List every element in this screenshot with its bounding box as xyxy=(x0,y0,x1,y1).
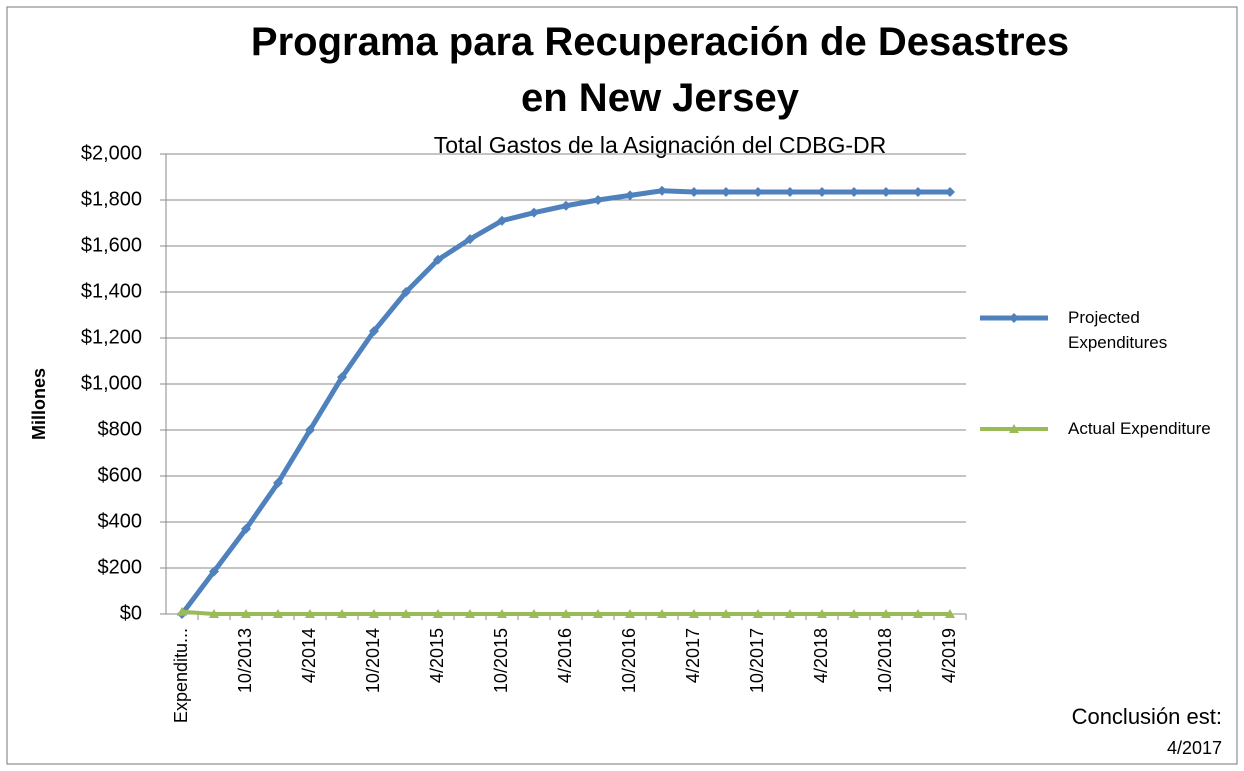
marker xyxy=(817,186,827,197)
legend-marker xyxy=(1009,424,1019,433)
marker xyxy=(721,609,731,618)
y-tick-label: $1,200 xyxy=(81,326,142,348)
frame xyxy=(6,6,1238,765)
marker xyxy=(753,609,763,618)
marker xyxy=(529,609,539,618)
marker xyxy=(657,185,667,196)
x-tick-label: 4/2018 xyxy=(811,628,831,683)
marker xyxy=(849,186,859,197)
x-tick-label: Expenditu... xyxy=(171,628,191,723)
marker xyxy=(337,372,347,383)
x-tick-label: 10/2016 xyxy=(619,628,639,693)
marker xyxy=(849,609,859,618)
y-tick-label: $1,600 xyxy=(81,234,142,256)
marker xyxy=(913,609,923,618)
x-tick-label: 10/2013 xyxy=(235,628,255,693)
marker xyxy=(689,609,699,618)
y-axis-label: Millones xyxy=(29,368,49,440)
y-tick-label: $1,800 xyxy=(81,188,142,210)
marker xyxy=(561,200,571,211)
x-tick-label: 10/2017 xyxy=(747,628,767,693)
marker xyxy=(721,186,731,197)
x-tick-label: 10/2015 xyxy=(491,628,511,693)
marker xyxy=(753,186,763,197)
x-tick-label: 4/2016 xyxy=(555,628,575,683)
y-tick-label: $1,000 xyxy=(81,372,142,394)
y-tick-label: $200 xyxy=(98,556,143,578)
marker xyxy=(625,190,635,201)
marker xyxy=(913,186,923,197)
marker xyxy=(241,609,251,618)
marker xyxy=(817,609,827,618)
y-tick-label: $1,400 xyxy=(81,280,142,302)
y-tick-label: $0 xyxy=(120,602,142,624)
annotation: 4/2017 xyxy=(1167,738,1222,758)
marker xyxy=(465,234,475,245)
x-tick-label: 4/2015 xyxy=(427,628,447,683)
y-tick-label: $2,000 xyxy=(81,142,142,164)
marker xyxy=(945,609,955,618)
marker xyxy=(561,609,571,618)
marker xyxy=(177,606,187,616)
marker xyxy=(881,186,891,197)
marker xyxy=(209,566,219,577)
marker xyxy=(369,326,379,337)
x-tick-label: 4/2017 xyxy=(683,628,703,683)
marker xyxy=(785,609,795,618)
marker xyxy=(593,609,603,618)
marker xyxy=(657,609,667,618)
marker xyxy=(401,609,411,618)
marker xyxy=(625,609,635,618)
x-tick-label: 4/2019 xyxy=(939,628,959,683)
marker xyxy=(689,186,699,197)
marker xyxy=(337,609,347,618)
marker xyxy=(273,609,283,618)
legend-label: Projected Expenditures xyxy=(1068,308,1168,352)
chart-title: Programa para Recuperación de Desastres … xyxy=(250,20,1070,120)
marker xyxy=(369,609,379,618)
legend-label: Actual Expenditure xyxy=(1068,419,1211,438)
x-tick-label: 4/2014 xyxy=(299,628,319,683)
marker xyxy=(433,254,443,265)
marker xyxy=(209,609,219,618)
line xyxy=(180,188,950,616)
marker xyxy=(273,477,283,488)
y-tick-label: $800 xyxy=(98,418,143,440)
x-tick-label: 10/2018 xyxy=(875,628,895,693)
marker xyxy=(401,287,411,297)
marker xyxy=(529,207,539,218)
y-tick-label: $400 xyxy=(98,510,143,532)
x-tick-label: 10/2014 xyxy=(363,628,383,693)
annotation: Conclusión est: xyxy=(1072,704,1222,729)
marker xyxy=(465,609,475,618)
marker xyxy=(241,523,251,534)
marker xyxy=(305,609,315,618)
legend-marker xyxy=(1009,313,1019,323)
marker xyxy=(945,186,955,197)
y-tick-label: $600 xyxy=(98,464,143,486)
marker xyxy=(593,195,603,205)
marker xyxy=(881,609,891,618)
marker xyxy=(305,425,315,435)
marker xyxy=(785,186,795,197)
marker xyxy=(497,215,507,226)
marker xyxy=(497,609,507,618)
marker xyxy=(433,609,443,618)
